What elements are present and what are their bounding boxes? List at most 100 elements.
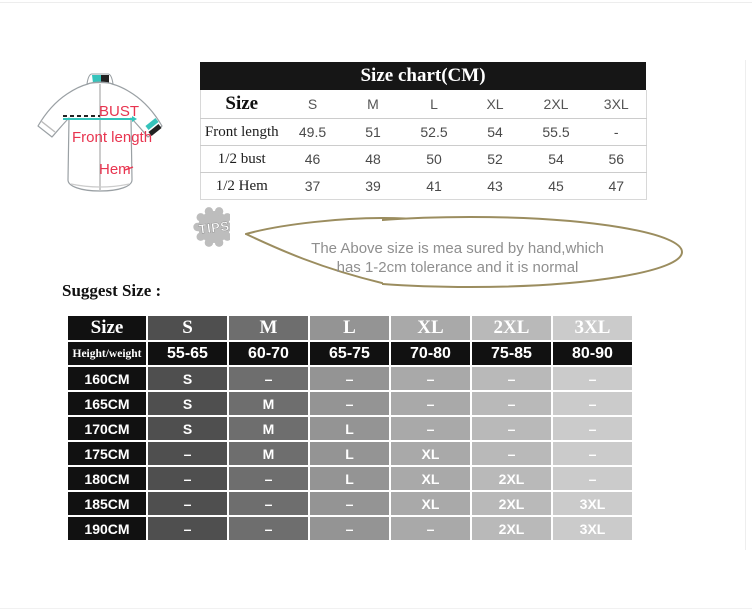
suggest-row-170: 170CM S M L – – – [68, 417, 632, 440]
suggest-cell: 3XL [553, 492, 632, 515]
suggest-cell: – [391, 417, 470, 440]
suggest-cell: – [148, 517, 227, 540]
suggest-cell: – [229, 492, 308, 515]
suggest-cell: – [229, 367, 308, 390]
tolerance-note-line2: has 1-2cm tolerance and it is normal [336, 259, 579, 276]
suggest-cell: 2XL [472, 467, 551, 490]
right-edge-line [745, 60, 746, 550]
weight-range: 80-90 [553, 342, 632, 365]
suggest-col-header-s: S [148, 316, 227, 340]
height-label: 165CM [68, 392, 146, 415]
bottom-edge-line [0, 608, 752, 609]
suggest-cell: S [148, 367, 227, 390]
height-label: 160CM [68, 367, 146, 390]
suggest-cell: XL [391, 442, 470, 465]
suggest-cell: – [229, 517, 308, 540]
weight-range: 65-75 [310, 342, 389, 365]
suggest-cell: – [553, 442, 632, 465]
front-length-label: Front length [72, 129, 153, 146]
suggest-cell: S [148, 392, 227, 415]
suggest-cell: L [310, 442, 389, 465]
size-chart-col-header-2xl: 2XL [525, 90, 587, 119]
size-chart-cell: 49.5 [282, 118, 343, 146]
size-chart-col-header-3xl: 3XL [586, 90, 647, 119]
top-edge-line [0, 2, 752, 3]
size-chart-table: Size S M L XL 2XL 3XL Front length 49.5 … [200, 90, 647, 200]
suggest-cell: – [391, 517, 470, 540]
height-label: 170CM [68, 417, 146, 440]
size-chart-cell: 46 [282, 145, 343, 173]
suggest-cell: M [229, 442, 308, 465]
size-chart-row-label: 1/2 Hem [215, 177, 268, 194]
size-chart-corner: Size [200, 90, 283, 119]
size-chart-cell: 54 [464, 118, 526, 146]
size-chart-section: Size chart(CM) Size S M L XL 2XL 3XL Fro… [200, 62, 647, 200]
suggest-col-header-l: L [310, 316, 389, 340]
suggest-size-heading: Suggest Size : [62, 281, 162, 300]
weight-range: 60-70 [229, 342, 308, 365]
size-chart-cell: 56 [586, 145, 647, 173]
size-chart-col-header-s: S [282, 90, 343, 119]
suggest-cell: – [553, 367, 632, 390]
suggest-cell: S [148, 417, 227, 440]
suggest-cell: – [553, 392, 632, 415]
weight-range: 70-80 [391, 342, 470, 365]
weight-range: 55-65 [148, 342, 227, 365]
suggest-size-table: Size S M L XL 2XL 3XL Height/weight 55-6… [66, 314, 634, 542]
tolerance-note-text: The Above size is mea sured by hand,whic… [285, 239, 630, 277]
size-chart-cell: 37 [304, 178, 321, 194]
height-label: 175CM [68, 442, 146, 465]
size-chart-header-row: Size S M L XL 2XL 3XL [200, 90, 647, 119]
size-chart-title: Size chart(CM) [200, 62, 646, 90]
suggest-row-180: 180CM – – L XL 2XL – [68, 467, 632, 490]
suggest-cell: – [310, 492, 389, 515]
tolerance-note-line1: The Above size is mea sured by hand,whic… [311, 240, 604, 257]
suggest-cell: 2XL [472, 517, 551, 540]
suggest-cell: – [553, 467, 632, 490]
suggest-cell: – [148, 442, 227, 465]
height-label: 185CM [68, 492, 146, 515]
suggest-cell: – [472, 417, 551, 440]
size-chart-cell: - [586, 118, 647, 146]
tips-badge-label: TIPS [198, 218, 231, 237]
suggest-cell: L [310, 417, 389, 440]
size-chart-cell: 48 [342, 145, 404, 173]
suggest-row-190: 190CM – – – – 2XL 3XL [68, 517, 632, 540]
suggest-col-header-2xl: 2XL [472, 316, 551, 340]
suggest-cell: – [310, 367, 389, 390]
suggest-row-185: 185CM – – – XL 2XL 3XL [68, 492, 632, 515]
suggest-cell: XL [391, 492, 470, 515]
suggest-cell: – [310, 392, 389, 415]
suggest-row-165: 165CM S M – – – – [68, 392, 632, 415]
size-chart-col-header-xl: XL [464, 90, 526, 119]
size-chart-cell: 50 [403, 145, 465, 173]
suggest-cell: M [229, 392, 308, 415]
suggest-cell: – [148, 492, 227, 515]
suggest-header-row: Size S M L XL 2XL 3XL [68, 316, 632, 340]
size-chart-cell: 39 [365, 178, 381, 194]
bust-label: BUST [99, 103, 140, 120]
size-chart-cell: 52.5 [403, 118, 465, 146]
hem-label: Hem [99, 161, 131, 178]
size-chart-cell: 45 [548, 178, 564, 194]
suggest-cell: 2XL [472, 492, 551, 515]
height-label: 190CM [68, 517, 146, 540]
suggest-size-section: Size S M L XL 2XL 3XL Height/weight 55-6… [66, 314, 634, 542]
suggest-cell: 3XL [553, 517, 632, 540]
suggest-row-175: 175CM – M L XL – – [68, 442, 632, 465]
size-chart-cell: 52 [464, 145, 526, 173]
suggest-cell: – [148, 467, 227, 490]
size-chart-row-front-length: Front length 49.5 51 52.5 54 55.5 - [200, 118, 647, 146]
suggest-cell: – [310, 517, 389, 540]
size-chart-col-header-l: L [403, 90, 465, 119]
suggest-cell: – [472, 392, 551, 415]
suggest-row-160: 160CM S – – – – – [68, 367, 632, 390]
size-chart-cell: 55.5 [525, 118, 587, 146]
jersey-illustration [37, 73, 163, 192]
size-chart-cell: 54 [525, 145, 587, 173]
height-label: 180CM [68, 467, 146, 490]
weight-range: 75-85 [472, 342, 551, 365]
suggest-cell: – [472, 367, 551, 390]
suggest-cell: L [310, 467, 389, 490]
